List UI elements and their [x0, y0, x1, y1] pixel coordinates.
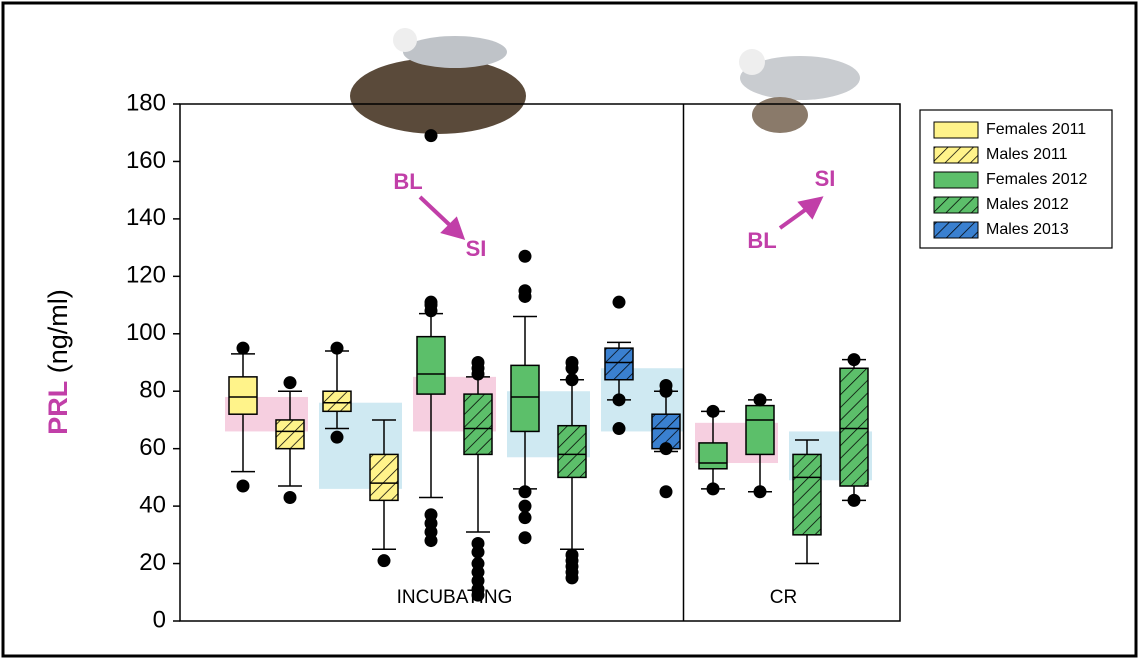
- box-group: [416, 129, 446, 548]
- y-tick-label: 60: [139, 434, 166, 461]
- y-tick-label: 80: [139, 377, 166, 404]
- outlier: [330, 430, 344, 444]
- annotation: SI: [815, 166, 836, 191]
- y-label-highlight: PRL: [43, 381, 73, 435]
- legend-label: Females 2012: [986, 171, 1087, 188]
- y-tick-label: 180: [126, 89, 166, 116]
- legend-label: Females 2011: [986, 121, 1086, 138]
- box-group: [604, 295, 634, 436]
- outlier: [659, 378, 673, 392]
- legend-swatch: [933, 196, 979, 214]
- outlier: [518, 249, 532, 263]
- legend-label: Males 2012: [986, 196, 1069, 213]
- outlier: [565, 548, 579, 562]
- section-label: INCUBATING: [397, 587, 513, 608]
- legend-label: Males 2013: [986, 221, 1069, 238]
- y-label-rest: (ng/ml): [43, 289, 73, 373]
- y-tick-label: 0: [153, 606, 166, 633]
- outlier: [847, 353, 861, 367]
- outlier: [236, 479, 250, 493]
- outlier: [612, 422, 626, 436]
- outlier: [283, 490, 297, 504]
- annotation: BL: [747, 228, 776, 253]
- outlier: [612, 295, 626, 309]
- plot-frame: [179, 103, 901, 622]
- box-group: [651, 378, 681, 499]
- outlier: [706, 404, 720, 418]
- section-label: CR: [770, 587, 797, 608]
- outlier: [565, 373, 579, 387]
- box-group: [792, 439, 822, 565]
- outlier: [518, 284, 532, 298]
- box-group: [463, 356, 493, 602]
- box: [275, 419, 305, 450]
- outlier: [659, 442, 673, 456]
- box: [745, 404, 775, 456]
- box: [416, 335, 446, 395]
- outlier: [330, 341, 344, 355]
- outlier: [518, 511, 532, 525]
- outlier: [283, 376, 297, 390]
- arrows: [418, 195, 824, 240]
- box: [228, 376, 258, 415]
- box-group: [369, 419, 399, 568]
- box: [369, 453, 399, 502]
- outlier: [424, 129, 438, 143]
- outlier: [424, 295, 438, 309]
- outlier: [236, 341, 250, 355]
- box-group: [557, 356, 587, 585]
- box: [792, 453, 822, 536]
- legend-swatch: [933, 146, 979, 164]
- y-tick-label: 100: [126, 319, 166, 346]
- outlier: [377, 554, 391, 568]
- y-tick-label: 120: [126, 262, 166, 289]
- outlier: [518, 485, 532, 499]
- y-tick-label: 140: [126, 204, 166, 231]
- outlier: [471, 356, 485, 369]
- box-group: [228, 341, 258, 493]
- box-group: [510, 249, 540, 545]
- box: [322, 390, 352, 413]
- box: [839, 367, 869, 487]
- outlier: [753, 485, 767, 499]
- y-tick-label: 40: [139, 491, 166, 518]
- outlier: [424, 508, 438, 522]
- outlier: [518, 531, 532, 545]
- y-tick-label: 20: [139, 549, 166, 576]
- box-group: [745, 393, 775, 499]
- outlier: [706, 482, 720, 496]
- annotation: BL: [393, 169, 422, 194]
- box-group: [839, 353, 869, 507]
- bird-picture: [739, 49, 860, 133]
- box: [510, 364, 540, 433]
- box-group: [275, 376, 305, 504]
- box: [557, 424, 587, 479]
- outlier: [471, 536, 485, 550]
- box-group: [322, 341, 352, 444]
- nest-picture: [350, 28, 526, 134]
- box: [604, 347, 634, 381]
- y-axis-label: PRL (ng/ml): [43, 289, 73, 435]
- box-group: [698, 404, 728, 496]
- outlier: [518, 499, 532, 513]
- outlier: [753, 393, 767, 407]
- box: [463, 393, 493, 456]
- outlier: [565, 356, 579, 369]
- legend-swatch: [933, 171, 979, 189]
- legend-swatch: [933, 221, 979, 239]
- outlier: [612, 393, 626, 407]
- outlier: [847, 493, 861, 507]
- annotation: SI: [466, 236, 487, 261]
- outlier: [659, 485, 673, 499]
- outlier: [471, 557, 485, 571]
- y-tick-label: 160: [126, 147, 166, 174]
- legend-swatch: [933, 121, 979, 139]
- legend-label: Males 2011: [986, 146, 1068, 163]
- box: [698, 442, 728, 470]
